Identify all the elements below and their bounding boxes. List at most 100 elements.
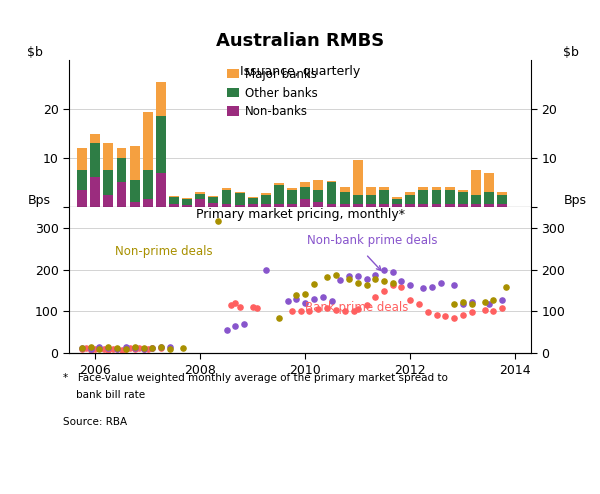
Bar <box>418 190 428 205</box>
Point <box>147 344 157 352</box>
Point <box>95 344 104 352</box>
Bar <box>116 148 127 158</box>
Point <box>134 344 143 352</box>
Point <box>292 295 301 303</box>
Bar <box>287 205 297 207</box>
Point <box>440 312 450 320</box>
Bar <box>353 195 363 205</box>
Point <box>449 300 458 308</box>
Point <box>77 344 87 352</box>
Point <box>370 275 380 283</box>
Point <box>318 293 328 301</box>
Point <box>121 345 130 353</box>
Bar <box>274 183 284 185</box>
Point <box>113 345 122 353</box>
Point <box>156 343 166 351</box>
Point <box>415 300 424 308</box>
Bar <box>313 202 323 207</box>
Point <box>113 344 122 352</box>
Point <box>252 304 262 312</box>
Bar <box>445 205 455 207</box>
Point <box>497 296 507 304</box>
Point <box>301 290 310 298</box>
Bar <box>445 190 455 205</box>
Point <box>449 314 458 322</box>
Bar <box>235 192 245 193</box>
Bar <box>208 196 218 197</box>
Bar <box>235 193 245 206</box>
Point <box>432 311 442 319</box>
Text: *   Face-value weighted monthly average of the primary market spread to: * Face-value weighted monthly average of… <box>63 373 448 383</box>
Point <box>292 291 301 299</box>
Bar <box>221 188 232 190</box>
Point <box>139 344 148 352</box>
Text: Source: RBA: Source: RBA <box>63 417 127 427</box>
Bar <box>77 170 87 190</box>
Point <box>130 344 139 352</box>
Point <box>458 298 467 306</box>
Bar <box>471 170 481 195</box>
Text: $b: $b <box>563 46 579 59</box>
Point <box>77 345 87 353</box>
Point <box>344 275 353 283</box>
Bar <box>497 195 507 205</box>
Bar <box>484 192 494 205</box>
Point <box>428 283 437 291</box>
Point <box>113 345 122 353</box>
Point <box>86 346 96 354</box>
Bar <box>340 205 350 207</box>
Bar <box>287 190 297 205</box>
Point <box>340 307 349 315</box>
Point <box>362 301 371 309</box>
Bar <box>431 190 442 205</box>
Point <box>323 273 332 281</box>
Point <box>480 298 490 306</box>
Point <box>331 306 340 314</box>
Point <box>147 344 157 352</box>
Point <box>86 345 96 353</box>
Point <box>397 277 406 285</box>
Bar <box>235 206 245 207</box>
Point <box>130 343 139 351</box>
Point <box>235 303 244 311</box>
Bar <box>274 185 284 205</box>
Bar <box>445 187 455 190</box>
Text: bank bill rate: bank bill rate <box>63 390 145 400</box>
Text: Primary market pricing, monthly*: Primary market pricing, monthly* <box>196 208 404 221</box>
Bar <box>471 195 481 205</box>
Point <box>261 266 271 274</box>
Point <box>419 285 428 292</box>
Bar <box>221 205 232 207</box>
Point <box>397 283 406 291</box>
Text: Bps: Bps <box>28 194 50 207</box>
Text: Issuance, quarterly: Issuance, quarterly <box>240 65 360 78</box>
Point <box>147 344 157 352</box>
Point <box>287 307 297 315</box>
Bar <box>182 200 192 206</box>
Bar <box>143 112 153 170</box>
Bar <box>248 205 258 207</box>
Bar <box>195 192 205 194</box>
Point <box>100 345 109 353</box>
Point <box>301 299 310 307</box>
Point <box>326 297 336 305</box>
Point <box>502 283 511 291</box>
Bar <box>431 187 442 190</box>
Point <box>95 343 104 351</box>
Legend: Major banks, Other banks, Non-banks: Major banks, Other banks, Non-banks <box>227 68 318 119</box>
Bar <box>497 205 507 207</box>
Point <box>116 346 127 354</box>
Bar <box>484 172 494 192</box>
Point <box>104 344 113 352</box>
Bar <box>418 205 428 207</box>
Text: Non-prime deals: Non-prime deals <box>115 245 213 258</box>
Bar <box>379 187 389 190</box>
Bar <box>392 197 402 200</box>
Point <box>344 272 353 280</box>
Point <box>310 280 319 288</box>
Bar <box>326 182 337 205</box>
Point <box>484 300 494 308</box>
Bar <box>130 202 140 207</box>
Point <box>130 345 139 353</box>
Bar <box>261 205 271 207</box>
